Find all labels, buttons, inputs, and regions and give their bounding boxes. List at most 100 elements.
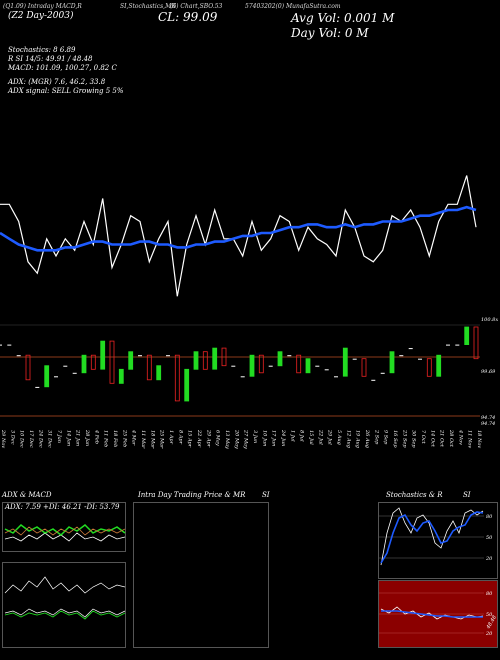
candle bbox=[174, 354, 180, 402]
date-tick-label: 11 Feb bbox=[103, 430, 109, 447]
adx-values: ADX: 7.59 +DI: 46.21 -DI: 53.79 bbox=[5, 503, 120, 511]
day-volume: Day Vol: 0 M bbox=[291, 26, 369, 40]
rsi-smooth-line bbox=[381, 610, 483, 618]
date-tick-label: 8 Apr bbox=[177, 430, 183, 445]
date-tick-label: 11 Mar bbox=[140, 430, 146, 449]
stochastics-readout: Stochastics: 8 6.89 bbox=[8, 46, 76, 54]
adx-panel: ADX: 7.59 +DI: 46.21 -DI: 53.79 bbox=[2, 502, 126, 552]
date-tick-label: 15 Apr bbox=[187, 430, 193, 448]
date-tick-label: 28 Oct bbox=[448, 429, 454, 448]
candle bbox=[44, 365, 50, 388]
macd-chart bbox=[4, 576, 126, 620]
candle bbox=[90, 354, 96, 370]
price-level-label: 99.69 bbox=[481, 369, 496, 375]
date-tick-label: 7 Jan bbox=[56, 430, 62, 443]
header-indicators: SI,Stochastics,MR bbox=[120, 3, 176, 10]
candle bbox=[361, 358, 367, 377]
candle bbox=[268, 365, 273, 367]
date-tick-label: 17 Dec bbox=[28, 430, 34, 448]
date-tick-label: 25 Feb bbox=[121, 429, 127, 447]
candle bbox=[7, 344, 12, 346]
candle bbox=[0, 344, 2, 346]
date-tick-label: 22 Apr bbox=[196, 429, 202, 448]
date-tick-label: 3 Dec bbox=[9, 430, 15, 445]
stoch-tick-50: 50 bbox=[486, 535, 493, 541]
header-subtitle: (Z2 Day-2003) bbox=[8, 11, 74, 21]
close-price: CL: 99.09 bbox=[158, 10, 218, 24]
date-tick-label: 14 Jan bbox=[65, 430, 71, 446]
date-tick-label: 19 Aug bbox=[355, 430, 361, 448]
candle bbox=[100, 340, 106, 370]
candle bbox=[249, 354, 255, 377]
candle bbox=[426, 358, 432, 377]
date-tick-label: 24 Jun bbox=[280, 429, 286, 446]
header-source: 57403202(0) MunafaSutra.com bbox=[245, 3, 341, 10]
date-tick-label: 18 Nov bbox=[476, 430, 482, 448]
candle bbox=[138, 355, 142, 357]
rsi-panel: 80 50 20 48.48 bbox=[378, 580, 498, 648]
stochastics-chart: 80 50 20 bbox=[379, 507, 493, 566]
date-tick-label: 28 Jan bbox=[84, 429, 90, 446]
date-tick-label: 24 Dec bbox=[37, 429, 43, 448]
date-tick-label: 12 Aug bbox=[345, 430, 351, 448]
date-tick-label: 3 Jun bbox=[252, 430, 258, 443]
date-tick-label: 25 Mar bbox=[159, 429, 165, 449]
candle bbox=[418, 358, 422, 360]
stochastics-panel: 80 50 20 bbox=[378, 502, 498, 579]
candle bbox=[63, 365, 68, 367]
stoch-tick-80: 80 bbox=[486, 514, 493, 520]
candle bbox=[296, 354, 302, 374]
candle bbox=[464, 326, 470, 346]
macd-panel bbox=[2, 562, 126, 648]
date-tick-label: 14 Oct bbox=[429, 430, 435, 448]
candle bbox=[334, 376, 338, 378]
date-tick-label: 13 May bbox=[224, 430, 230, 449]
rsi-tick-50: 50 bbox=[486, 612, 493, 618]
intraday-title: Intra Day Trading Price & MR bbox=[138, 491, 246, 499]
header-title: (Q1.09) Intraday MACD,R bbox=[3, 3, 82, 10]
date-tick-label: 22 Jul bbox=[317, 429, 323, 445]
rsi-tick-20: 20 bbox=[485, 631, 493, 637]
candle bbox=[240, 376, 245, 378]
date-axis: 29 Nov 3 Dec 10 Dec 17 Dec 24 Dec 31 Dec 7 Jan… bbox=[0, 429, 482, 449]
adx-line bbox=[4, 532, 126, 542]
rsi-tick-80: 80 bbox=[486, 591, 493, 597]
date-tick-label: 23 Sep bbox=[401, 429, 407, 448]
candle bbox=[380, 372, 385, 374]
date-tick-label: 21 Jan bbox=[75, 429, 81, 446]
price-series-line bbox=[0, 175, 477, 297]
candle bbox=[473, 326, 479, 360]
candle bbox=[81, 354, 87, 374]
stochastics-si-label: SI bbox=[463, 491, 471, 499]
candle bbox=[455, 344, 460, 346]
price-chart bbox=[0, 175, 477, 297]
candle bbox=[305, 358, 311, 374]
price-level-label: 94.74 bbox=[481, 421, 495, 427]
date-tick-label: 10 Jun bbox=[261, 430, 267, 446]
candle bbox=[193, 351, 199, 370]
date-tick-label: 7 Oct bbox=[420, 430, 426, 445]
moving-average-line bbox=[0, 205, 477, 252]
stoch-k-line bbox=[380, 507, 484, 566]
stoch-tick-20: 20 bbox=[485, 556, 493, 562]
date-tick-label: 8 Jul bbox=[299, 430, 305, 442]
candle bbox=[399, 355, 404, 357]
date-tick-label: 30 Sep bbox=[411, 430, 417, 448]
date-tick-label: 10 Dec bbox=[19, 430, 25, 448]
date-tick-label: 17 Jun bbox=[271, 430, 277, 446]
date-tick-label: 15 Jul bbox=[308, 430, 314, 445]
stoch-d-line bbox=[380, 511, 484, 564]
date-tick-label: 29 Nov bbox=[0, 429, 6, 448]
date-tick-label: 1 Apr bbox=[168, 430, 174, 445]
candle bbox=[231, 365, 236, 367]
date-tick-label: 6 May bbox=[215, 430, 221, 446]
date-tick-label: 2 Sep bbox=[373, 429, 379, 445]
date-tick-label: 31 Dec bbox=[47, 430, 53, 448]
candle bbox=[389, 351, 395, 374]
candle bbox=[128, 351, 134, 370]
candle bbox=[287, 355, 292, 357]
header-chart: (6) Chart,SBO.53 bbox=[170, 3, 223, 10]
candle bbox=[72, 372, 77, 374]
intraday-panel bbox=[133, 502, 269, 648]
candle bbox=[258, 354, 264, 374]
